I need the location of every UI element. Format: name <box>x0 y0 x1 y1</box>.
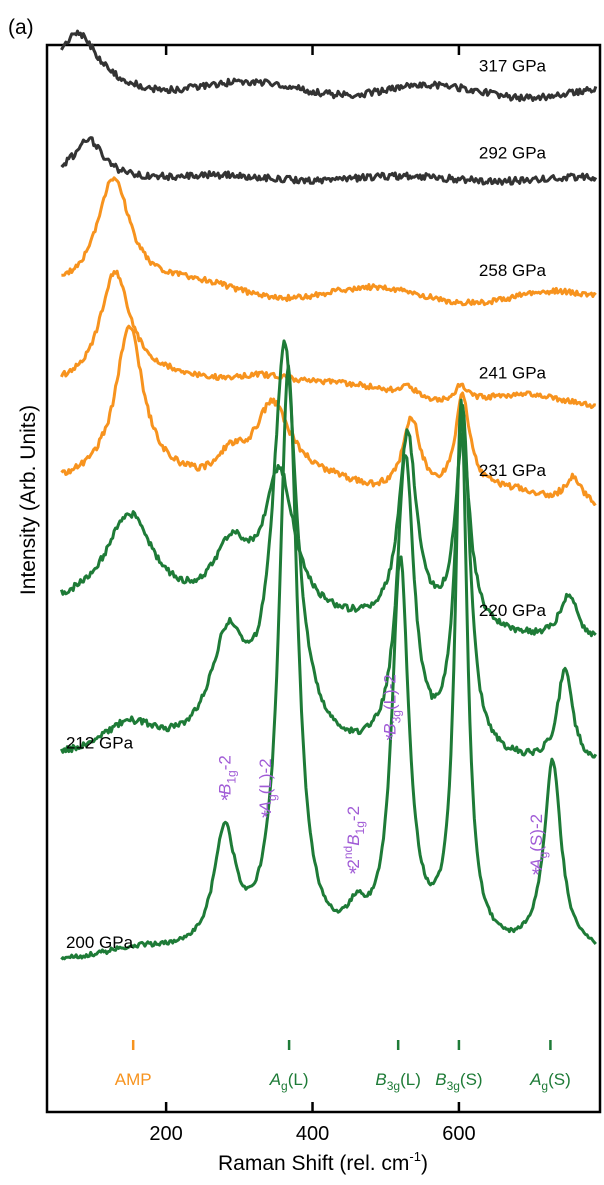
pressure-label: 200 GPa <box>66 933 134 952</box>
pressure-label: 317 GPa <box>479 56 547 75</box>
peak-annotation-label: Ag(L)-2 <box>256 758 279 813</box>
assignment-label: B3g(L) <box>375 1070 420 1093</box>
spectrum-317-gpa <box>60 29 598 103</box>
pressure-label: 292 GPa <box>479 144 547 163</box>
pressure-label: 258 GPa <box>479 261 547 280</box>
spectrum-258-gpa <box>61 176 597 307</box>
x-tick-label: 200 <box>149 1123 182 1145</box>
peak-asterisk: * <box>385 730 393 752</box>
peak-annotation-label: B1g-2 <box>216 755 239 795</box>
assignment-label: AMP <box>115 1070 152 1089</box>
x-tick-label: 400 <box>296 1123 329 1145</box>
assignment-label: Ag(L) <box>269 1070 309 1093</box>
mode-assignments: AMP Ag(L) B3g(L) B3g(S) Ag(S) <box>115 1040 571 1093</box>
pressure-label: 212 GPa <box>66 733 134 752</box>
peak-annotation-label: B3g(L)-2 <box>380 674 403 735</box>
assignment-label: B3g(S) <box>435 1070 482 1093</box>
x-axis-label: Raman Shift (rel. cm-1) <box>218 1149 428 1175</box>
peak-asterisk: * <box>349 864 357 886</box>
spectra-curves <box>59 29 598 961</box>
y-axis-label: Intensity (Arb. Units) <box>17 405 40 595</box>
plot-frame <box>45 43 602 1114</box>
peak-asterisk: * <box>532 865 540 887</box>
spectrum-241-gpa <box>60 269 597 410</box>
assignment-label: Ag(S) <box>529 1070 571 1093</box>
x-axis-ticks: 200 400 600 <box>149 45 476 1145</box>
peak-annotation-label: Ag(S)-2 <box>527 814 550 871</box>
spectrum-212-gpa <box>60 339 598 759</box>
spectrum-220-gpa <box>59 428 597 638</box>
panel-label: (a) <box>8 16 34 39</box>
peak-annotation-label: 2ndB1g-2 <box>341 806 367 869</box>
peak-asterisk: * <box>261 807 269 829</box>
pressure-label: 231 GPa <box>479 461 547 480</box>
pressure-label: 220 GPa <box>479 601 547 620</box>
spectrum-200-gpa <box>60 364 597 961</box>
pressure-label: 241 GPa <box>479 364 547 383</box>
peak-annotations: *B1g-2*Ag(L)-2*2ndB1g-2*B3g(L)-2*Ag(S)-2 <box>216 674 550 887</box>
x-tick-label: 600 <box>442 1123 475 1145</box>
spectrum-231-gpa <box>60 324 597 506</box>
peak-asterisk: * <box>221 790 229 812</box>
spectrum-292-gpa <box>60 136 598 186</box>
pressure-labels: 317 GPa 292 GPa 258 GPa 241 GPa 231 GPa 220 G… <box>66 56 547 952</box>
